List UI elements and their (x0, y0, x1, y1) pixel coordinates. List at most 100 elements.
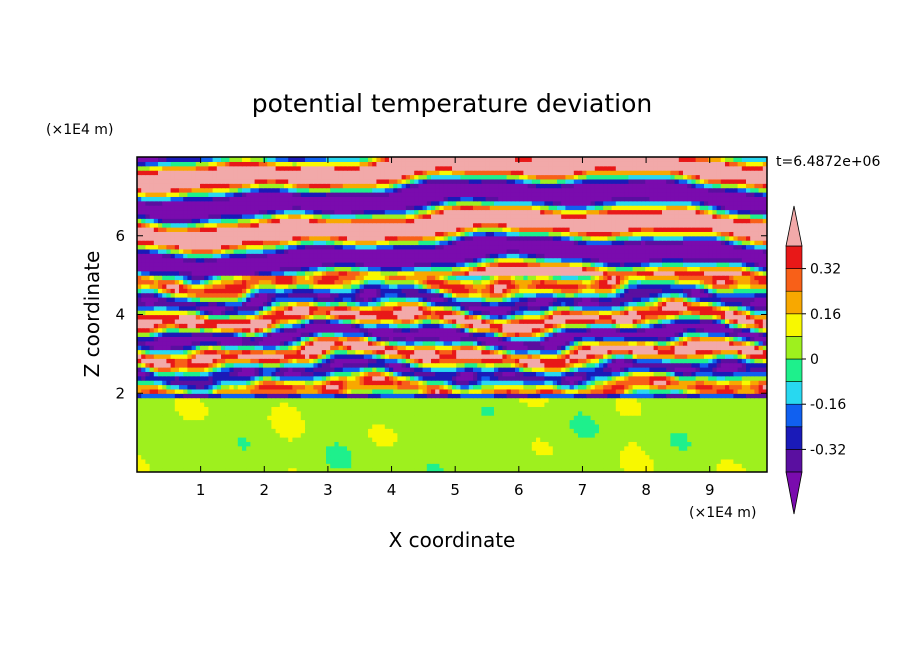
field-cell (645, 393, 650, 399)
field-cell (599, 406, 604, 412)
field-cell (603, 380, 608, 386)
field-cell (645, 375, 650, 381)
field-cell (393, 362, 398, 368)
field-cell (414, 393, 419, 399)
field-cell (242, 423, 247, 429)
field-cell (670, 353, 676, 359)
field-cell (636, 336, 642, 342)
field-cell (426, 410, 432, 416)
field-cell (363, 349, 369, 355)
field-cell (548, 362, 554, 368)
field-cell (250, 402, 256, 407)
field-cell (279, 367, 285, 372)
field-cell (258, 454, 264, 460)
field-cell (599, 467, 604, 472)
field-cell (313, 428, 319, 434)
field-cell (464, 415, 470, 421)
field-cell (313, 432, 319, 438)
field-cell (246, 428, 251, 434)
field-cell (431, 458, 436, 464)
field-cell (695, 393, 701, 399)
field-cell (691, 458, 697, 464)
field-cell (305, 393, 310, 399)
field-cell (389, 441, 394, 447)
field-cell (179, 388, 184, 394)
field-cell (607, 458, 613, 464)
field-cell (330, 428, 335, 434)
field-cell (242, 388, 247, 394)
field-cell (687, 332, 692, 337)
field-cell (162, 371, 167, 377)
field-cell (393, 445, 398, 451)
field-cell (481, 380, 487, 386)
field-cell (149, 375, 155, 381)
field-cell (603, 450, 608, 456)
field-cell (263, 402, 268, 407)
field-cell (452, 327, 457, 333)
field-cell (552, 371, 558, 377)
field-cell (452, 410, 457, 416)
field-cell (153, 450, 159, 456)
field-cell (624, 437, 629, 442)
field-cell (691, 432, 697, 438)
field-cell (410, 388, 415, 394)
field-cell (174, 458, 180, 464)
field-cell (464, 445, 470, 451)
field-cell (565, 380, 571, 386)
field-cell (531, 362, 537, 368)
field-cell (410, 415, 415, 421)
field-cell (275, 463, 281, 469)
field-cell (741, 353, 747, 359)
field-cell (158, 428, 163, 434)
field-cell (494, 402, 499, 407)
field-cell (704, 367, 709, 372)
field-cell (540, 388, 545, 394)
field-cell (338, 406, 344, 412)
field-cell (741, 410, 747, 416)
field-cell (565, 349, 571, 355)
field-cell (208, 410, 214, 416)
field-cell (179, 428, 184, 434)
field-cell (565, 358, 571, 364)
field-cell (657, 375, 663, 381)
field-cell (410, 393, 415, 399)
field-cell (191, 388, 197, 394)
field-cell (250, 336, 256, 342)
field-cell (670, 336, 676, 342)
field-cell (263, 362, 268, 368)
field-cell (305, 362, 310, 368)
field-cell (326, 367, 331, 372)
field-cell (137, 353, 142, 359)
field-cell (607, 371, 613, 377)
field-cell (187, 345, 193, 351)
field-cell (216, 384, 222, 390)
field-cell (342, 406, 348, 412)
field-cell (720, 397, 726, 403)
field-cell (716, 380, 722, 386)
field-cell (338, 458, 344, 464)
field-cell (649, 358, 655, 364)
field-cell (141, 406, 146, 412)
field-cell (393, 353, 398, 359)
field-cell (330, 454, 335, 460)
field-cell (149, 384, 155, 390)
field-cell (473, 402, 478, 407)
field-cell (473, 345, 478, 351)
field-cell (389, 463, 394, 469)
field-cell (401, 332, 407, 337)
field-cell (489, 336, 495, 342)
field-cell (687, 406, 692, 412)
field-cell (330, 340, 335, 346)
contour-field (137, 157, 767, 472)
field-cell (317, 467, 323, 472)
field-cell (149, 441, 155, 447)
field-cell (368, 450, 373, 456)
field-cell (166, 432, 172, 438)
field-cell (237, 340, 243, 346)
field-cell (620, 353, 625, 359)
field-cell (510, 336, 516, 342)
field-cell (393, 393, 398, 399)
field-cell (321, 419, 327, 425)
field-cell (628, 450, 634, 456)
field-cell (271, 402, 277, 407)
